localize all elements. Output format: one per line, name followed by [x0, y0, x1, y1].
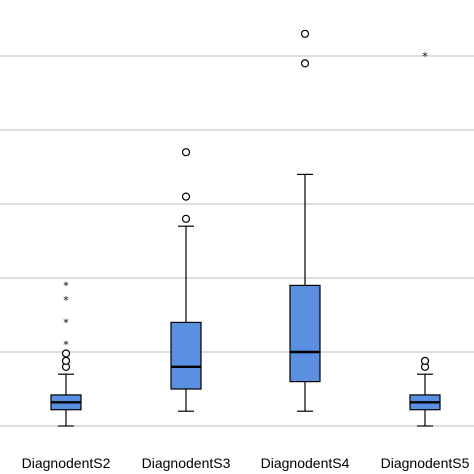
grid-layer	[0, 55, 474, 427]
outlier-star: *	[422, 50, 428, 63]
outlier-circle	[181, 192, 191, 201]
x-tick-label: DiagnodentS2	[22, 455, 111, 471]
outlier-circle	[181, 148, 191, 157]
outlier-star: *	[63, 294, 69, 307]
x-tick-label: DiagnodentS4	[261, 455, 350, 471]
outlier-star: *	[63, 279, 69, 292]
outlier-star: *	[63, 316, 69, 329]
outlier-circle	[420, 356, 430, 365]
iqr-box	[289, 284, 321, 383]
outlier-star: *	[63, 339, 69, 352]
outlier-circle	[300, 59, 310, 68]
outlier-circle	[181, 214, 191, 223]
outlier-circle	[300, 29, 310, 38]
outlier-circle	[61, 349, 71, 358]
x-tick-label: DiagnodentS5	[381, 455, 470, 471]
box-group-diagnodents3	[170, 148, 202, 412]
box-group-diagnodents5: *	[409, 50, 441, 427]
category-label-layer: DiagnodentS2 DiagnodentS3 DiagnodentS4 Diag…	[22, 455, 470, 471]
iqr-box	[170, 321, 202, 390]
box-layer: * * * * *	[50, 29, 441, 427]
outlier-circle	[61, 356, 71, 365]
box-group-diagnodents2: * * * *	[50, 279, 82, 427]
box-group-diagnodents4	[289, 29, 321, 412]
x-tick-label: DiagnodentS3	[142, 455, 231, 471]
